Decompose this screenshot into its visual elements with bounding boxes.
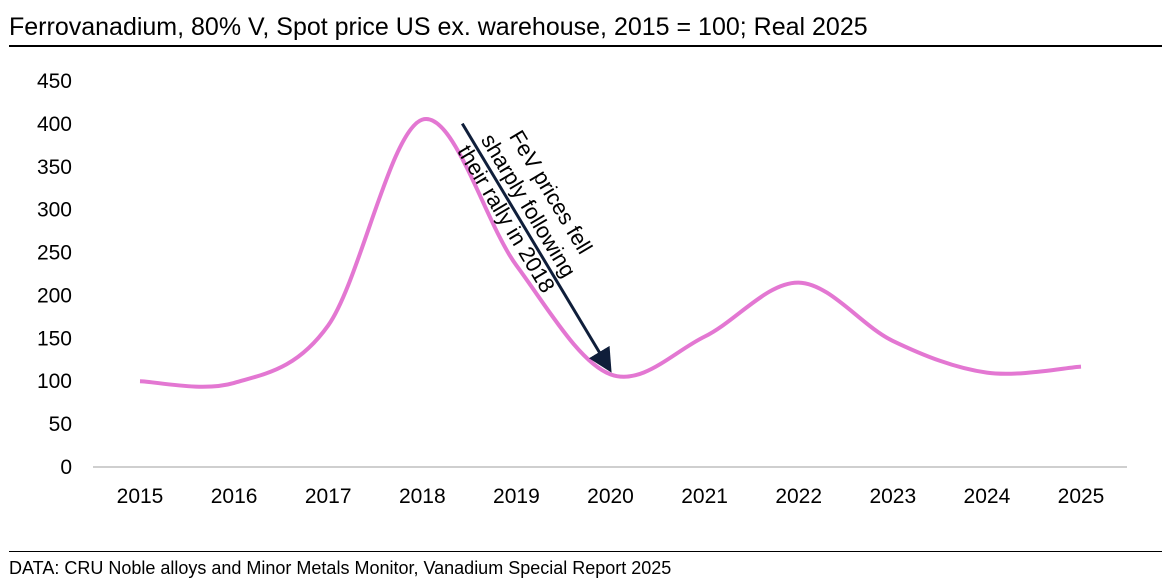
- x-tick-label: 2020: [587, 485, 634, 508]
- y-tick-label: 250: [37, 242, 72, 265]
- annotation-arrow: [461, 122, 612, 373]
- chart-title: Ferrovanadium, 80% V, Spot price US ex. …: [9, 13, 868, 41]
- y-tick-label: 0: [60, 456, 72, 479]
- x-tick-label: 2018: [399, 485, 446, 508]
- annotation-text: FeV prices fellsharply followingtheir ra…: [452, 114, 604, 297]
- y-tick-label: 200: [37, 284, 72, 307]
- y-tick-label: 150: [37, 327, 72, 350]
- y-tick-label: 50: [49, 413, 72, 436]
- x-tick-label: 2015: [117, 485, 164, 508]
- x-axis: 2015 2016 2017 2018 2019 2020 2021 2022 2023 2024…: [117, 485, 1105, 508]
- source-note: DATA: CRU Noble alloys and Minor Metals …: [9, 558, 672, 578]
- annotation: FeV prices fellsharply followingtheir ra…: [452, 114, 612, 373]
- footer-divider: [9, 551, 1162, 552]
- x-tick-label: 2025: [1058, 485, 1105, 508]
- x-tick-label: 2019: [493, 485, 540, 508]
- x-tick-label: 2024: [964, 485, 1011, 508]
- x-tick-label: 2022: [775, 485, 822, 508]
- y-tick-label: 350: [37, 156, 72, 179]
- y-tick-label: 400: [37, 113, 72, 136]
- series-group: [139, 117, 1082, 389]
- y-axis: 0 50 100 150 200 250 300 350 400 450: [37, 70, 72, 479]
- series-line: [139, 117, 1082, 389]
- title-divider: [9, 45, 1162, 47]
- y-tick-label: 450: [37, 70, 72, 93]
- y-tick-label: 100: [37, 370, 72, 393]
- x-tick-label: 2021: [681, 485, 728, 508]
- x-tick-label: 2023: [869, 485, 916, 508]
- x-tick-label: 2016: [211, 485, 258, 508]
- x-tick-label: 2017: [305, 485, 352, 508]
- y-tick-label: 300: [37, 199, 72, 222]
